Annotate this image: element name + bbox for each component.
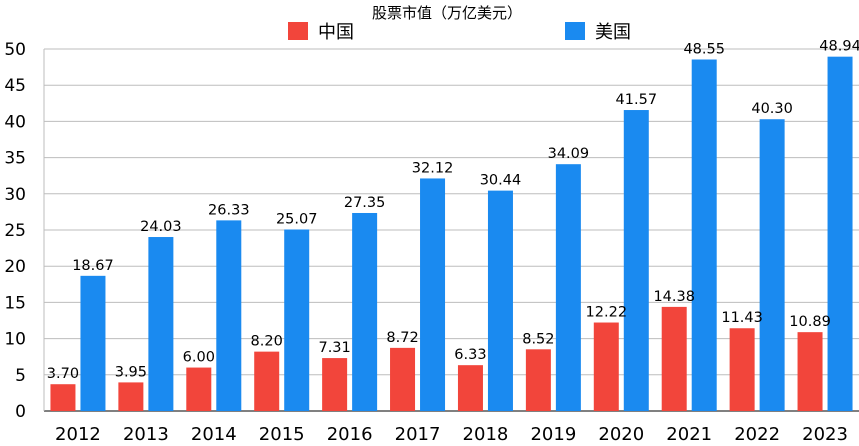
data-label-china-2016: 7.31 [318, 340, 350, 356]
bar-china-2015 [254, 351, 280, 411]
data-label-usa-2018: 30.44 [480, 173, 522, 189]
bar-usa-2021 [691, 59, 717, 412]
x-tick-label: 2018 [463, 424, 509, 445]
y-tick-label: 50 [4, 40, 26, 60]
x-tick-label: 2014 [191, 424, 237, 445]
y-axis: 0 5 10 15 20 25 30 35 40 45 50 [4, 40, 26, 422]
bar-china-2016 [322, 358, 348, 411]
bar-china-2019 [525, 349, 551, 411]
data-label-china-2022: 11.43 [721, 310, 763, 326]
x-tick-label: 2019 [530, 424, 576, 445]
y-tick-label: 25 [4, 221, 26, 241]
bar-usa-2012 [80, 275, 106, 411]
legend: 中国 美国 [288, 22, 631, 43]
bar-usa-2017 [420, 178, 446, 411]
x-tick-label: 2020 [598, 424, 644, 445]
bar-china-2017 [390, 347, 416, 411]
y-tick-label: 5 [15, 366, 26, 386]
data-label-usa-2012: 18.67 [72, 258, 114, 274]
bar-china-2021 [661, 306, 687, 411]
x-tick-label: 2016 [327, 424, 373, 445]
bar-china-2018 [457, 365, 483, 411]
gridlines [43, 48, 859, 412]
legend-swatch-usa [565, 22, 585, 40]
bar-usa-2013 [148, 237, 174, 411]
data-label-usa-2013: 24.03 [140, 219, 182, 235]
data-label-china-2020: 12.22 [586, 305, 628, 321]
data-label-usa-2022: 40.30 [751, 101, 793, 117]
bar-china-2013 [118, 382, 144, 411]
y-tick-label: 0 [15, 402, 26, 422]
data-label-usa-2017: 32.12 [412, 160, 454, 176]
x-tick-label: 2017 [395, 424, 441, 445]
data-label-china-2017: 8.72 [386, 330, 418, 346]
bar-usa-2014 [216, 220, 242, 411]
bar-usa-2019 [555, 164, 581, 411]
x-tick-label: 2012 [55, 424, 101, 445]
legend-label-usa: 美国 [595, 22, 631, 43]
x-tick-label: 2021 [666, 424, 712, 445]
y-tick-label: 10 [4, 330, 26, 350]
legend-label-china: 中国 [318, 22, 354, 43]
data-label-usa-2023: 48.94 [819, 39, 859, 55]
x-tick-label: 2023 [802, 424, 848, 445]
data-label-china-2021: 14.38 [653, 289, 695, 305]
y-tick-label: 20 [4, 257, 26, 277]
bar-usa-2022 [759, 119, 785, 411]
chart-title: 股票市值（万亿美元） [372, 4, 522, 22]
data-label-usa-2019: 34.09 [548, 146, 590, 162]
data-label-china-2015: 8.20 [251, 334, 283, 350]
data-label-china-2023: 10.89 [789, 314, 831, 330]
bar-usa-2023 [827, 56, 853, 411]
y-tick-label: 40 [4, 112, 26, 132]
y-tick-label: 45 [4, 76, 26, 96]
bar-usa-2015 [284, 229, 310, 411]
x-tick-label: 2013 [123, 424, 169, 445]
data-label-china-2013: 3.95 [115, 364, 147, 380]
bar-usa-2020 [623, 110, 649, 411]
data-label-usa-2020: 41.57 [616, 92, 658, 108]
bar-usa-2016 [352, 212, 378, 411]
x-tick-label: 2015 [259, 424, 305, 445]
data-label-china-2014: 6.00 [183, 350, 215, 366]
bar-china-2012 [50, 384, 76, 411]
data-labels: 3.70 18.67 3.95 24.03 6.00 26.33 8.20 25.07 7.31… [47, 39, 859, 383]
x-axis: 2012 2013 2014 2015 2016 2017 2018 2019 2020 2021… [55, 424, 848, 445]
y-tick-label: 30 [4, 185, 26, 205]
bar-china-2020 [593, 322, 619, 411]
x-tick-label: 2022 [734, 424, 780, 445]
data-label-usa-2021: 48.55 [683, 41, 725, 57]
y-tick-label: 15 [4, 293, 26, 313]
bar-usa-2018 [487, 190, 513, 411]
data-label-china-2019: 8.52 [522, 331, 554, 347]
data-label-usa-2016: 27.35 [344, 195, 386, 211]
data-label-usa-2014: 26.33 [208, 202, 250, 218]
bars [50, 56, 853, 412]
bar-china-2023 [797, 332, 823, 411]
bar-china-2022 [729, 328, 755, 411]
data-label-china-2012: 3.70 [47, 366, 79, 382]
bar-china-2014 [186, 367, 212, 411]
data-label-china-2018: 6.33 [454, 347, 486, 363]
y-tick-label: 35 [4, 149, 26, 169]
data-label-usa-2015: 25.07 [276, 211, 318, 227]
legend-swatch-china [288, 22, 308, 40]
